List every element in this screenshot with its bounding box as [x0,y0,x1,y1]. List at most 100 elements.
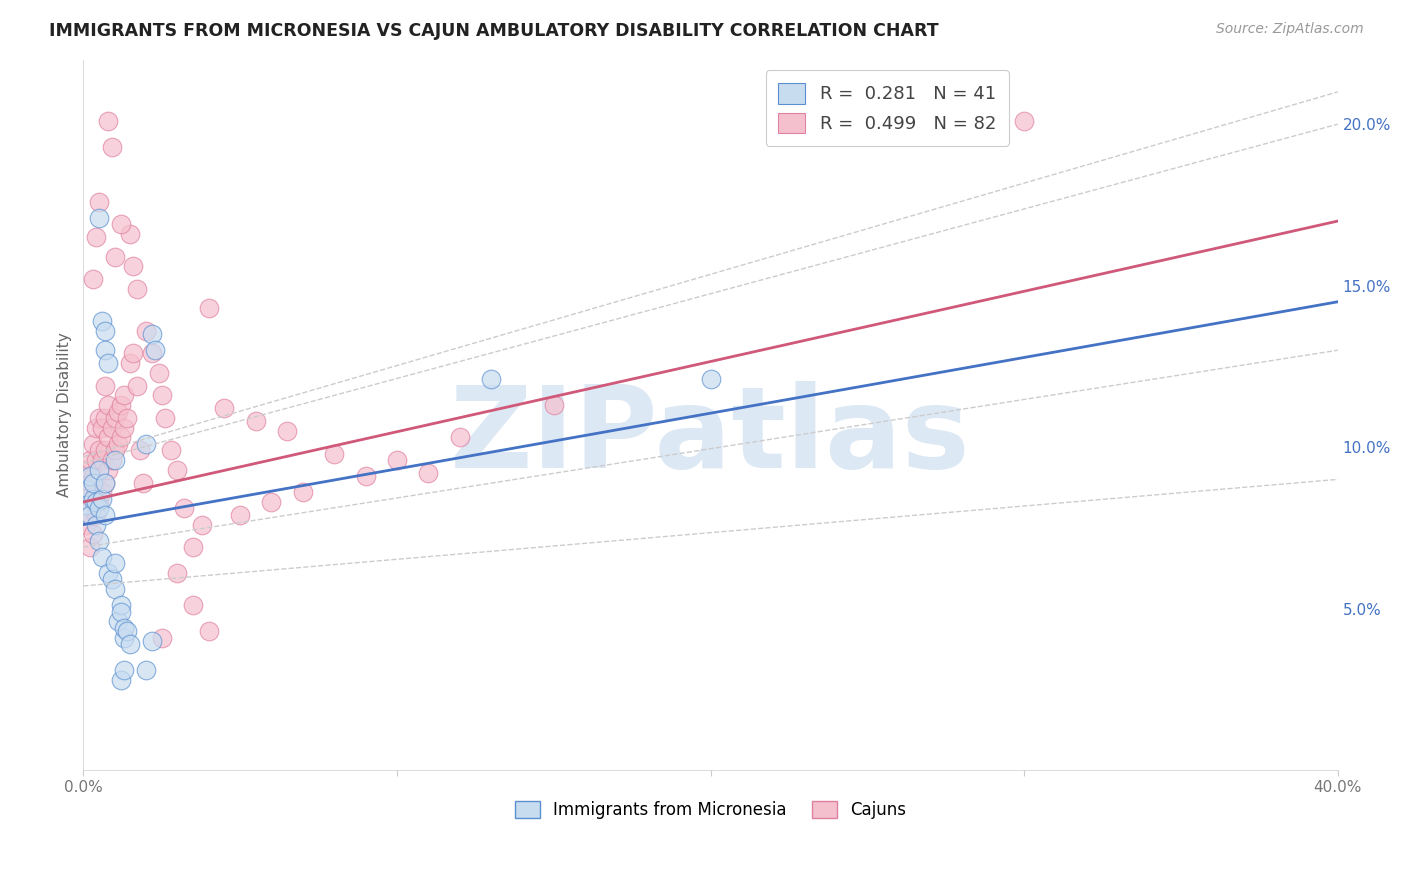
Point [82,475,104,490]
Point [87,533,110,548]
Point [87,194,110,209]
Point [84,421,107,435]
Point [479,372,502,386]
Point [166,463,188,477]
Point [141,327,163,342]
Point [110,599,132,613]
Point [104,443,127,458]
Point [87,211,110,225]
Point [79,475,101,490]
Point [75,463,97,477]
Point [91,491,114,506]
Point [191,517,214,532]
Point [150,388,173,402]
Point [91,549,114,564]
Point [97,356,120,370]
Point [229,508,252,522]
Point [122,346,145,360]
Point [82,495,104,509]
Point [276,424,298,438]
Point [82,437,104,451]
Point [122,259,145,273]
Point [97,463,120,477]
Point [214,401,236,416]
Point [135,663,157,677]
Point [104,453,127,467]
Point [75,485,97,500]
Point [153,411,176,425]
Point [100,453,122,467]
Point [79,540,101,554]
Point [84,453,107,467]
Point [87,495,110,509]
Point [323,446,346,460]
Point [112,663,135,677]
Point [245,414,267,428]
Point [120,637,142,651]
Point [84,508,107,522]
Point [91,314,114,328]
Point [94,508,117,522]
Point [94,411,117,425]
Point [181,599,204,613]
Point [97,114,120,128]
Text: IMMIGRANTS FROM MICRONESIA VS CAJUN AMBULATORY DISABILITY CORRELATION CHART: IMMIGRANTS FROM MICRONESIA VS CAJUN AMBU… [49,22,939,40]
Point [94,343,117,358]
Y-axis label: Ambulatory Disability: Ambulatory Disability [58,333,72,497]
Point [291,485,314,500]
Point [84,495,107,509]
Point [197,624,219,639]
Point [87,443,110,458]
Point [79,508,101,522]
Point [173,501,195,516]
Point [110,217,132,231]
Point [449,430,471,444]
Point [91,453,114,467]
Point [110,430,132,444]
Point [94,475,117,490]
Point [82,469,104,483]
Point [385,453,408,467]
Point [354,469,377,483]
Point [82,491,104,506]
Point [112,631,135,645]
Point [145,343,167,358]
Point [94,443,117,458]
Point [125,378,148,392]
Point [107,404,129,418]
Point [100,421,122,435]
Point [115,624,138,639]
Point [87,463,110,477]
Point [110,398,132,412]
Point [91,485,114,500]
Point [120,227,142,241]
Point [82,272,104,286]
Point [97,566,120,580]
Point [82,527,104,541]
Text: ZIPatlas: ZIPatlas [450,381,970,491]
Point [107,615,129,629]
Point [104,582,127,597]
Point [79,453,101,467]
Point [150,631,173,645]
Point [107,437,129,451]
Point [181,540,204,554]
Point [100,573,122,587]
Point [79,469,101,483]
Point [112,421,135,435]
Point [104,557,127,571]
Point [112,621,135,635]
Point [166,566,188,580]
Legend: Immigrants from Micronesia, Cajuns: Immigrants from Micronesia, Cajuns [509,794,912,826]
Point [94,475,117,490]
Point [104,250,127,264]
Point [84,475,107,490]
Point [418,466,440,480]
Point [125,282,148,296]
Point [75,498,97,512]
Point [120,356,142,370]
Point [110,673,132,687]
Text: Source: ZipAtlas.com: Source: ZipAtlas.com [1216,22,1364,37]
Point [141,346,163,360]
Point [84,230,107,244]
